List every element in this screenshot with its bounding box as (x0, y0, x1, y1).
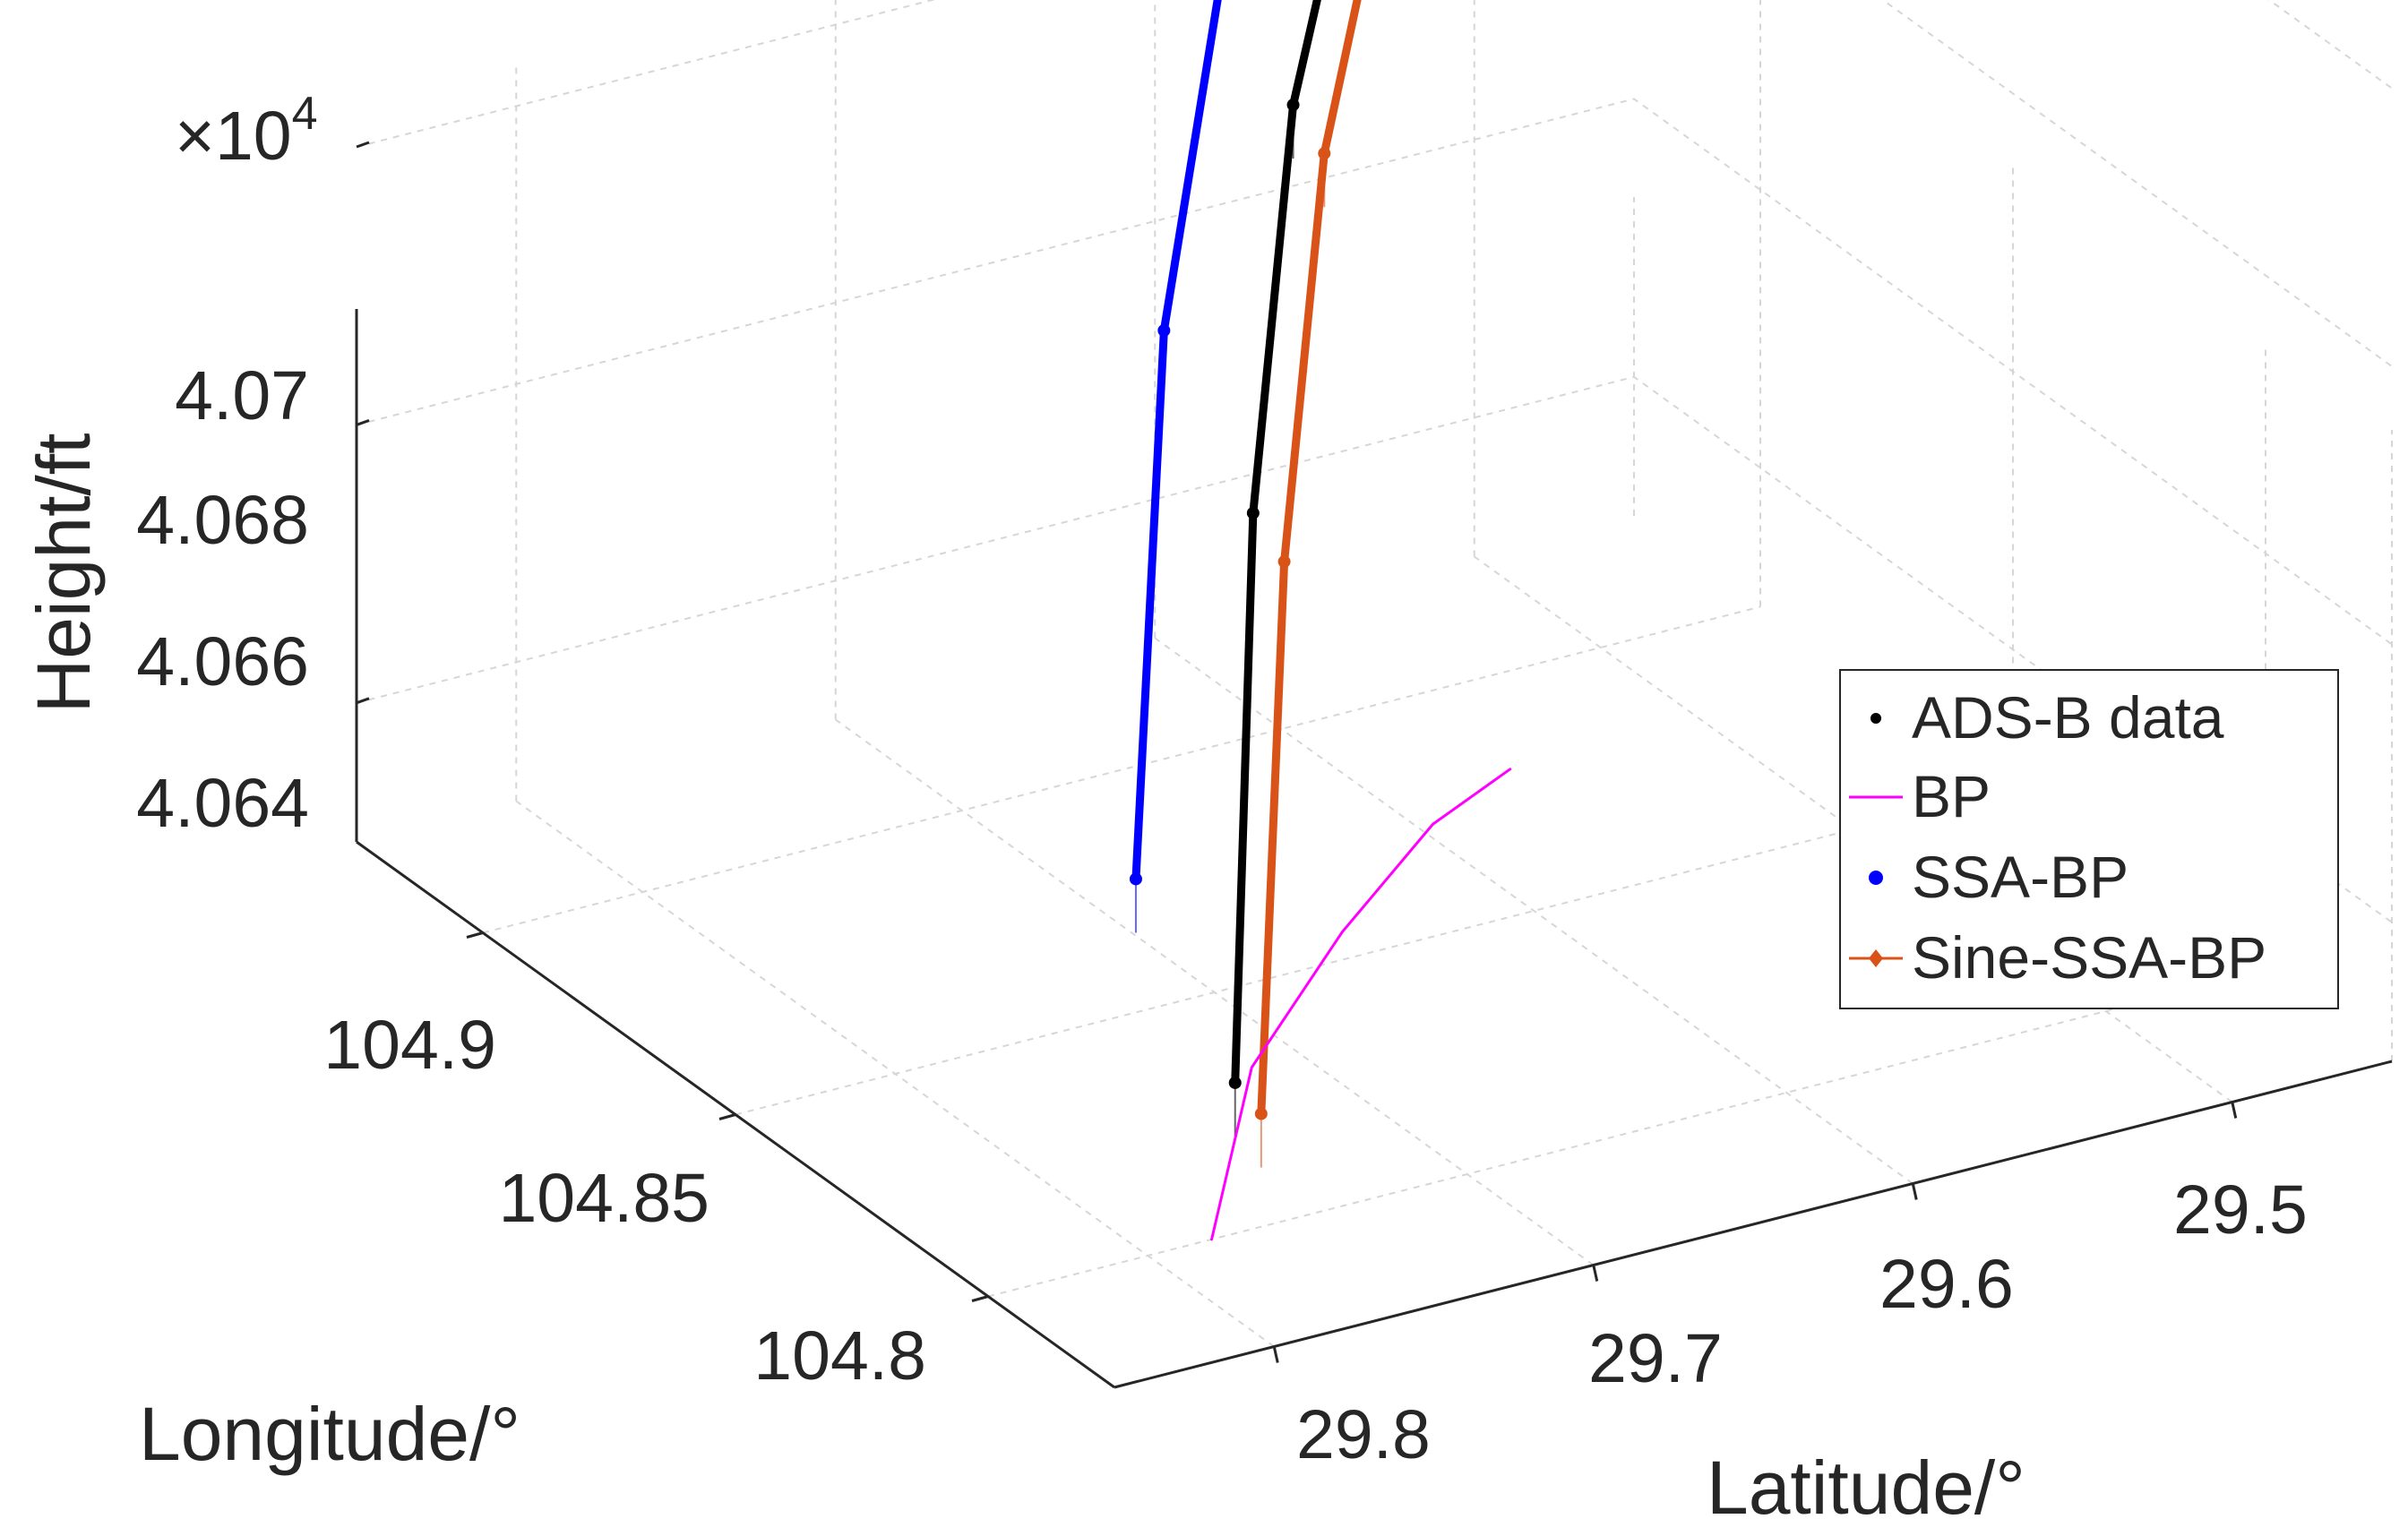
longitude-tick-label: 104.85 (498, 1160, 710, 1237)
latitude-tick (2231, 1102, 2238, 1119)
height-tick (356, 141, 370, 149)
latitude-tick-label: 29.7 (1588, 1320, 1723, 1397)
legend-marker-ssa-bp (1869, 871, 1883, 885)
latitude-axis-line (1114, 1060, 2393, 1389)
height-tick (356, 697, 370, 705)
latitude-tick (1911, 1183, 1918, 1200)
series-line-ssa-bp (1131, 0, 1222, 883)
floor-grid-line (735, 787, 2014, 1116)
legend-item: Sine-SSA-BP (1849, 924, 2266, 991)
longitude-tick (466, 931, 484, 939)
series-line-bp (1210, 768, 1512, 1241)
floor-grid-line (482, 605, 1761, 934)
latitude-tick-label: 29.6 (1879, 1246, 2014, 1323)
longitude-tick (971, 1295, 989, 1302)
legend-label: BP (1912, 763, 1991, 829)
series-line-sine-ssa-bp (1257, 0, 1362, 1119)
latitude-tick-label: 29.5 (2173, 1171, 2308, 1249)
height-grid-line (356, 375, 2393, 923)
height-tick-label: 4.066 (136, 623, 309, 700)
legend-item: ADS-B data (1870, 684, 2224, 751)
legend-label: ADS-B data (1912, 684, 2224, 751)
legend-label: Sine-SSA-BP (1912, 924, 2266, 991)
series-layer (1129, 0, 1512, 1241)
legend: ADS-B data BP SSA-BP Sine-SSA-BP (1839, 669, 2339, 1009)
latitude-axis-title: Latitude/° (1707, 1446, 2025, 1530)
legend-label: SSA-BP (1912, 844, 2128, 910)
latitude-tick (1272, 1346, 1279, 1363)
series-line-ads-b-data (1231, 0, 1321, 1087)
legend-marker-ads-b (1870, 713, 1881, 724)
height-tick-label: 4.064 (136, 765, 309, 842)
floor-grid-line (987, 969, 2266, 1298)
latitude-tick (1592, 1265, 1599, 1282)
height-tick (356, 418, 370, 426)
legend-marker-sine-ssa-bp (1869, 949, 1883, 967)
height-axis-title: Height/ft (22, 433, 106, 714)
latitude-tick-label: 29.8 (1296, 1396, 1431, 1473)
longitude-tick (718, 1113, 736, 1120)
height-tick-label: 4.068 (136, 482, 309, 559)
longitude-axis-title: Longitude/° (139, 1392, 520, 1476)
height-grid-line (356, 98, 2393, 646)
grid-lines (356, 0, 2393, 1348)
legend-item: BP (1849, 763, 1991, 829)
longitude-tick-label: 104.8 (753, 1317, 926, 1394)
tick-marks (356, 141, 2238, 1363)
longitude-tick-label: 104.9 (323, 1007, 496, 1084)
legend-item: SSA-BP (1869, 844, 2128, 910)
height-grid-line (2267, 0, 2393, 90)
legend-box (1839, 669, 2339, 1009)
height-grid-line (356, 0, 2393, 367)
height-tick-label: 4.07 (175, 357, 309, 434)
height-exponent: ×104 (175, 88, 318, 175)
